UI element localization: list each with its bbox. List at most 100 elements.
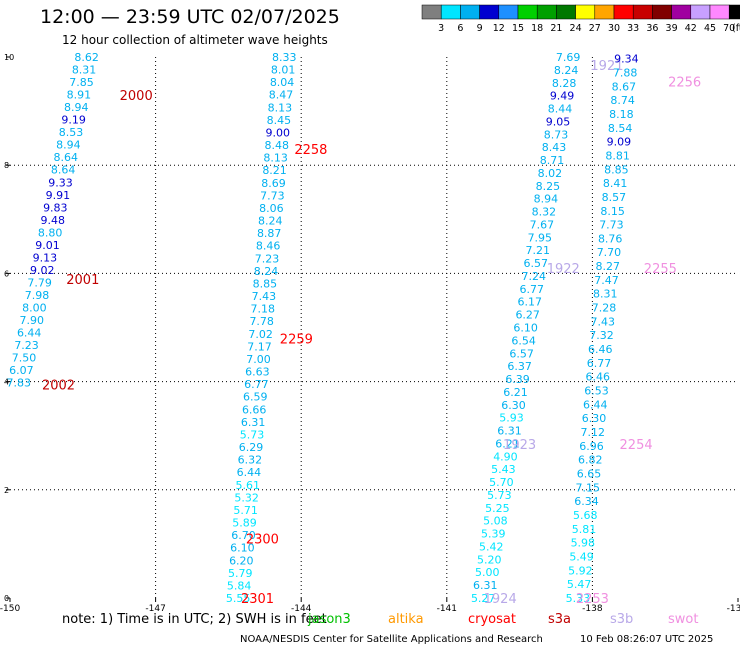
wave-height-label: 5.25 — [485, 502, 510, 515]
wave-height-label: 8.94 — [64, 101, 89, 114]
wave-height-label: 5.92 — [568, 564, 593, 577]
wave-height-label: 5.47 — [567, 578, 592, 591]
wave-height-label: 7.70 — [597, 246, 622, 259]
wave-height-label: 9.91 — [46, 189, 71, 202]
footer-note: note: 1) Time is in UTC; 2) SWH is in fe… — [62, 612, 327, 627]
wave-height-label: 9.83 — [43, 201, 68, 214]
satellite-tracks: 8.628.317.858.918.949.198.538.948.648.64… — [6, 51, 701, 607]
wave-height-label: 7.28 — [592, 302, 617, 315]
wave-height-label: 6.07 — [9, 364, 34, 377]
wave-height-label: 7.43 — [590, 315, 615, 328]
wave-height-label: 4.90 — [493, 450, 518, 463]
wave-height-label: 8.06 — [259, 202, 284, 215]
wave-height-label: 7.67 — [530, 218, 555, 231]
y-tick-label: 8 — [4, 161, 9, 170]
wave-height-label: 6.37 — [507, 360, 532, 373]
colorbar-swatch — [575, 4, 596, 20]
wave-height-label: 8.48 — [264, 139, 289, 152]
wave-height-label: 6.53 — [584, 385, 609, 398]
wave-height-label: 7.00 — [246, 353, 271, 366]
wave-height-label: 7.50 — [12, 352, 37, 365]
wave-height-label: 8.94 — [534, 193, 559, 206]
wave-height-label: 9.33 — [48, 176, 73, 189]
colorbar-swatch — [613, 4, 634, 20]
wave-height-label: 6.31 — [241, 416, 266, 429]
wave-height-label: 5.27 — [471, 592, 496, 605]
wave-height-label: 7.12 — [581, 426, 606, 439]
colorbar-swatch — [652, 4, 672, 20]
colorbar-swatch — [594, 4, 615, 20]
satellite-legend-s3a: s3a — [548, 612, 572, 627]
pass-time-label: 2259 — [280, 332, 313, 347]
wave-height-label: 8.76 — [598, 232, 623, 245]
wave-height-label: 7.98 — [25, 289, 50, 302]
colorbar-label: 70 — [723, 23, 735, 34]
wave-height-label: 5.61 — [236, 479, 261, 492]
wave-height-label: 6.46 — [586, 371, 611, 384]
wave-height-label: 8.45 — [267, 114, 292, 127]
y-tick-label: 6 — [4, 269, 9, 278]
wave-height-label: 8.33 — [272, 51, 297, 64]
wave-height-label: 5.89 — [232, 517, 257, 530]
colorbar-label: 6 — [457, 23, 463, 34]
chart-title: 12:00 — 23:59 UTC 02/07/2025 — [40, 6, 340, 28]
wave-height-label: 7.21 — [526, 244, 551, 257]
wave-height-label: 8.00 — [22, 302, 47, 315]
wave-height-label: 7.43 — [252, 290, 277, 303]
plot-axes: -150 -147 -144 -141 -138 -13 0 2 4 6 8 10 — [0, 53, 740, 614]
colorbar-swatch — [440, 4, 461, 20]
wave-height-label: 5.84 — [227, 579, 252, 592]
pass-time-label: 2300 — [246, 532, 279, 547]
colorbar-swatch — [421, 4, 442, 20]
colorbar-unit: (ft) — [732, 23, 740, 34]
wave-height-label: 8.01 — [271, 64, 296, 77]
wave-height-label: 8.62 — [74, 51, 99, 64]
wave-height-label: 8.43 — [542, 141, 567, 154]
pass-time-label: 2253 — [576, 592, 609, 607]
track-cryosat: 8.338.018.048.478.138.459.008.488.138.21… — [226, 51, 328, 607]
y-tick-label: 2 — [4, 486, 9, 495]
x-tick-label: -138 — [582, 604, 603, 614]
colorbar-swatch — [728, 4, 740, 20]
wave-height-label: 5.73 — [487, 489, 512, 502]
colorbar-label: 30 — [608, 23, 620, 34]
wave-height-label: 7.78 — [249, 315, 274, 328]
wave-height-label: 6.77 — [587, 357, 612, 370]
wave-height-label: 8.04 — [270, 76, 295, 89]
wave-height-label: 8.18 — [609, 108, 634, 121]
wave-height-label: 5.08 — [483, 515, 508, 528]
wave-height-label: 6.96 — [579, 440, 604, 453]
x-tick-label: -13 — [727, 604, 740, 614]
wave-height-label: 6.77 — [519, 283, 544, 296]
wave-height-label: 6.82 — [578, 454, 603, 467]
wave-height-label: 6.30 — [582, 412, 607, 425]
wave-height-label: 6.10 — [513, 322, 538, 335]
colorbar-label: 42 — [685, 23, 697, 34]
wave-height-label: 8.25 — [536, 180, 561, 193]
colorbar-label: 12 — [493, 23, 505, 34]
wave-height-label: 9.13 — [33, 251, 58, 264]
wave-height-label: 7.73 — [260, 189, 285, 202]
track-s3b: 7.698.248.289.498.449.058.738.438.718.02… — [471, 51, 624, 607]
track-s3a: 8.628.317.858.918.949.198.538.948.648.64… — [6, 51, 152, 393]
wave-height-label: 6.65 — [577, 468, 602, 481]
wave-height-label: 8.57 — [602, 191, 627, 204]
wave-height-label: 5.98 — [571, 537, 596, 550]
wave-height-label: 8.47 — [269, 89, 294, 102]
colorbar-label: 45 — [704, 23, 716, 34]
wave-height-label: 5.79 — [228, 567, 253, 580]
wave-height-label: 5.20 — [477, 553, 502, 566]
wave-height-label: 5.00 — [475, 566, 500, 579]
x-tick-label: -150 — [0, 604, 20, 614]
y-tick-label: 10 — [4, 53, 14, 62]
colorbar-label: 3 — [438, 23, 444, 34]
wave-height-label: 8.21 — [262, 164, 287, 177]
wave-height-label: 6.57 — [509, 347, 534, 360]
wave-height-label: 5.55 — [226, 592, 251, 605]
wave-height-label: 8.81 — [605, 149, 630, 162]
wave-height-label: 6.29 — [239, 441, 264, 454]
wave-height-label: 6.59 — [243, 391, 268, 404]
wave-height-label: 5.43 — [491, 463, 516, 476]
wave-height-label: 9.02 — [30, 264, 55, 277]
